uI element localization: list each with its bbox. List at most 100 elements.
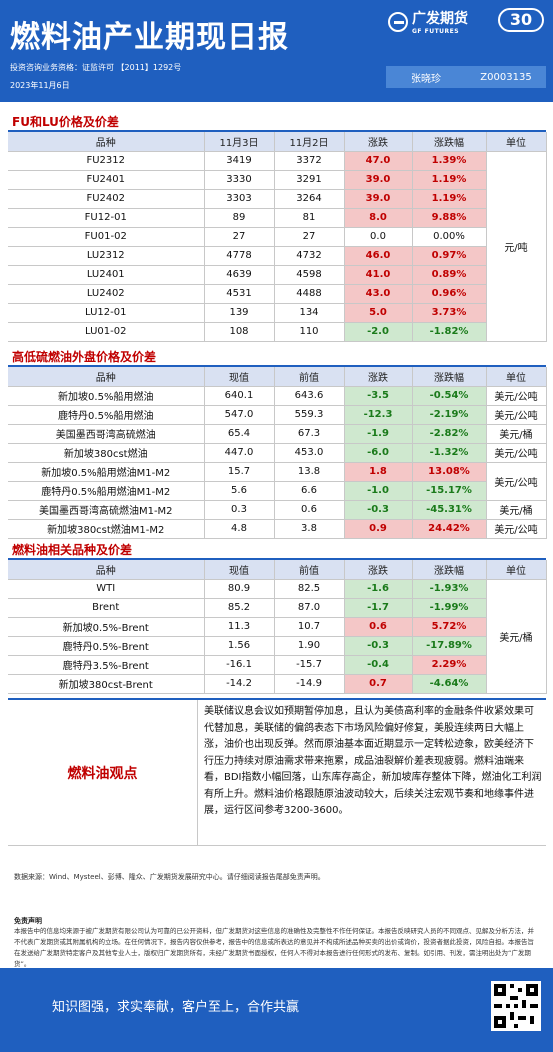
previous-value: 3372 [274,151,345,171]
previous-value: 4598 [274,265,345,285]
current-value: 27 [204,227,275,247]
product-name: 鹿特丹0.5%-Brent [8,636,205,656]
current-value: 547.0 [204,405,275,425]
previous-value: 3.8 [274,519,345,539]
column-header: 涨跌幅 [412,367,487,387]
table-row: 新加坡0.5%-Brent 11.3 10.7 0.6 5.72% [8,617,546,637]
change-percent: 3.73% [412,303,487,323]
current-value: 4778 [204,246,275,266]
current-value: 4.8 [204,519,275,539]
anniversary-badge: 30 [498,8,544,32]
previous-value: 0.6 [274,500,345,520]
report-header: 燃料油产业期现日报 投资咨询业务资格：证监许可 【2011】1292号 2023… [0,0,553,102]
previous-value: 110 [274,322,345,342]
previous-value: 4488 [274,284,345,304]
unit-cell: 美元/桶 [486,424,547,444]
product-name: LU12-01 [8,303,205,323]
change-percent: -1.82% [412,322,487,342]
product-name: FU2312 [8,151,205,171]
current-value: 447.0 [204,443,275,463]
product-name: LU2402 [8,284,205,304]
current-value: -16.1 [204,655,275,675]
table-row: FU01-02 27 27 0.0 0.00% [8,227,546,247]
table-row: 鹿特丹0.5%船用燃油 547.0 559.3 -12.3 -2.19% 美元/公吨 [8,405,547,425]
change-percent: -1.99% [412,598,487,618]
column-header: 现值 [204,560,275,580]
previous-value: 4732 [274,246,345,266]
qr-code-icon [491,981,541,1031]
table-row: 新加坡0.5%船用燃油M1-M2 15.7 13.8 1.8 13.08% 美元/公吨 [8,462,547,501]
table-row: 鹿特丹0.5%船用燃油M1-M2 5.6 6.6 -1.0 -15.17% [8,481,546,501]
change-value: 39.0 [344,189,413,209]
change-value: 5.0 [344,303,413,323]
company-logo: 广发期货 GF FUTURES [388,8,468,35]
viewpoint-label: 燃料油观点 [8,700,198,846]
fu-lu-table: 品种 11月3日 11月2日 涨跌 涨跌幅 单位 FU2312 3419 3372 47.0 1.… [8,132,547,342]
change-value: 41.0 [344,265,413,285]
product-name: FU12-01 [8,208,205,228]
unit-cell: 美元/公吨 [486,462,547,501]
change-value: 43.0 [344,284,413,304]
change-value: -3.5 [344,386,413,406]
change-value: 0.0 [344,227,413,247]
table-header-row: 品种 现值 前值 涨跌 涨跌幅 单位 [8,560,547,580]
previous-value: 82.5 [274,579,345,599]
license-text: 投资咨询业务资格：证监许可 【2011】1292号 [10,63,182,72]
related-panel: 燃料油相关品种及价差 品种 现值 前值 涨跌 涨跌幅 单位 WTI 80.9 82.5 -1.6… [8,540,547,694]
change-percent: -1.93% [412,579,487,599]
report-date: 2023年11月6日 [10,81,70,90]
change-value: -1.9 [344,424,413,444]
current-value: 5.6 [204,481,275,501]
change-percent: 5.72% [412,617,487,637]
table-row: LU12-01 139 134 5.0 3.73% [8,303,546,323]
table-row: FU2401 3330 3291 39.0 1.19% [8,170,546,190]
table-row: 新加坡380cst燃油M1-M2 4.8 3.8 0.9 24.42% 美元/公吨 [8,519,547,539]
current-value: 89 [204,208,275,228]
column-header: 涨跌幅 [412,560,487,580]
change-value: 0.7 [344,674,413,694]
disclaimer-title: 免责声明 [14,917,42,925]
previous-value: -14.9 [274,674,345,694]
previous-value: 81 [274,208,345,228]
change-value: -0.4 [344,655,413,675]
change-percent: 2.29% [412,655,487,675]
table-header-row: 品种 现值 前值 涨跌 涨跌幅 单位 [8,367,547,387]
disclaimer-text: 本报告中的信息均来源于被广发期货有限公司认为可靠的已公开资料，但广发期货对这些信… [14,927,534,968]
current-value: 640.1 [204,386,275,406]
unit-cell: 美元/公吨 [486,519,547,539]
previous-value: 67.3 [274,424,345,444]
report-title: 燃料油产业期现日报 [10,20,289,55]
section-title: FU和LU价格及价差 [8,112,546,132]
product-name: 新加坡380cst燃油 [8,443,205,463]
previous-value: 453.0 [274,443,345,463]
viewpoint-text: 美联储议息会议如预期暂停加息，且认为美债高利率的金融条件收紧效果可代替加息，美联… [204,706,542,816]
table-row: LU01-02 108 110 -2.0 -1.82% [8,322,546,342]
change-percent: 9.88% [412,208,487,228]
product-name: 鹿特丹0.5%船用燃油M1-M2 [8,481,205,501]
column-header: 品种 [8,132,205,152]
change-value: -0.3 [344,500,413,520]
change-percent: -4.64% [412,674,487,694]
table-row: Brent 85.2 87.0 -1.7 -1.99% [8,598,546,618]
column-header: 品种 [8,367,205,387]
section-title: 燃料油相关品种及价差 [8,540,546,560]
product-name: 美国墨西哥湾高硫燃油 [8,424,205,444]
change-value: -2.0 [344,322,413,342]
previous-value: 27 [274,227,345,247]
change-percent: 24.42% [412,519,487,539]
table-row: FU12-01 89 81 8.0 9.88% [8,208,546,228]
table-row: 新加坡380cst燃油 447.0 453.0 -6.0 -1.32% 美元/公吨 [8,443,547,463]
current-value: 4531 [204,284,275,304]
column-header: 品种 [8,560,205,580]
unit-cell: 美元/公吨 [486,405,547,425]
unit-cell: 美元/桶 [486,500,547,520]
column-header: 单位 [486,367,547,387]
column-header: 前值 [274,367,345,387]
column-header: 现值 [204,367,275,387]
column-header: 单位 [486,132,547,152]
change-percent: -2.19% [412,405,487,425]
previous-value: 6.6 [274,481,345,501]
change-percent: 0.89% [412,265,487,285]
previous-value: 643.6 [274,386,345,406]
column-header: 涨跌幅 [412,132,487,152]
